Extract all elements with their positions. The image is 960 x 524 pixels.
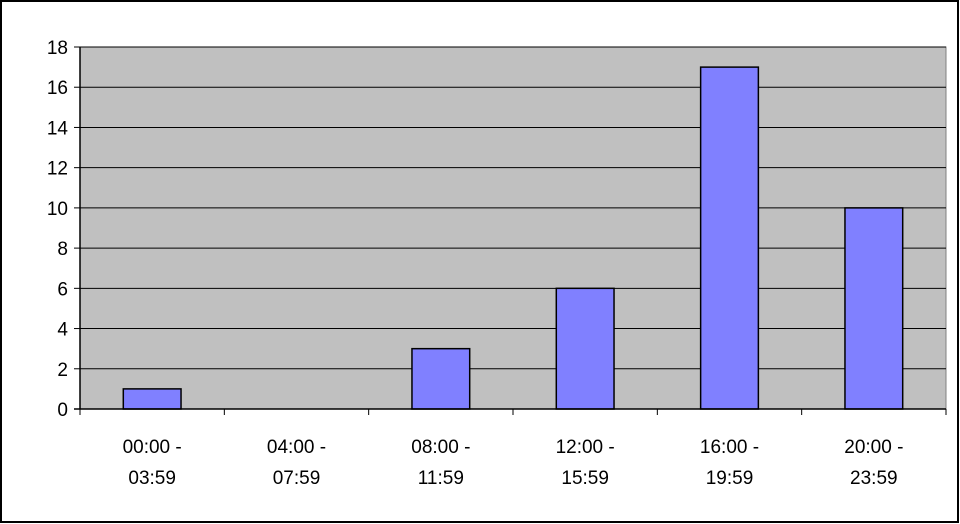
x-tick-label-line: 04:00 - <box>267 437 326 458</box>
y-tick-label-14: 14 <box>47 118 69 139</box>
bar-2 <box>411 347 471 410</box>
y-tick-label-4: 4 <box>57 320 68 341</box>
x-tick-label-line: 08:00 - <box>411 437 470 458</box>
x-tick-label-line: 20:00 - <box>844 437 903 458</box>
x-tick-label-line: 11:59 <box>418 468 464 489</box>
y-tick-label-8: 8 <box>57 239 68 260</box>
bars <box>122 66 904 410</box>
x-tick-label-line: 16:00 - <box>700 437 759 458</box>
x-tick-label-1: 04:00 - 07:59 <box>267 437 326 489</box>
y-tick-label-12: 12 <box>47 159 68 180</box>
y-tick-label-16: 16 <box>47 78 68 99</box>
x-tick-label-line: 03:59 <box>128 468 176 489</box>
y-tick-label-0: 0 <box>57 400 68 421</box>
bar-3 <box>555 287 615 410</box>
y-tick-label-6: 6 <box>57 279 68 300</box>
bar-4 <box>699 66 760 410</box>
x-tick-label-line: 07:59 <box>273 468 321 489</box>
x-tick-label-0: 00:00 - 03:59 <box>123 437 182 489</box>
x-tick-label-line: 00:00 - <box>123 437 182 458</box>
x-tick-label-2: 08:00 - 11:59 <box>411 437 470 489</box>
plot-area <box>79 46 947 410</box>
x-tick-label-line: 19:59 <box>706 468 754 489</box>
x-tick-label-line: 23:59 <box>850 468 898 489</box>
x-tick-label-line: 12:00 - <box>556 437 615 458</box>
bar-0 <box>122 388 182 410</box>
x-tick-label-line: 15:59 <box>561 468 609 489</box>
x-tick-label-5: 20:00 - 23:59 <box>844 437 903 489</box>
gridlines <box>80 46 946 370</box>
y-tick-label-10: 10 <box>47 199 68 220</box>
x-tick-label-3: 12:00 - 15:59 <box>556 437 615 489</box>
x-tick-label-4: 16:00 - 19:59 <box>700 437 759 489</box>
y-tick-labels: 0 2 4 6 8 10 12 14 16 18 <box>47 38 69 421</box>
x-tick-labels: 00:00 - 03:59 04:00 - 07:59 08:00 - 11:59 12:0… <box>123 437 904 489</box>
axes <box>74 46 947 415</box>
y-tick-label-18: 18 <box>47 38 68 59</box>
y-tick-label-2: 2 <box>57 360 68 381</box>
bar-5 <box>844 207 904 410</box>
